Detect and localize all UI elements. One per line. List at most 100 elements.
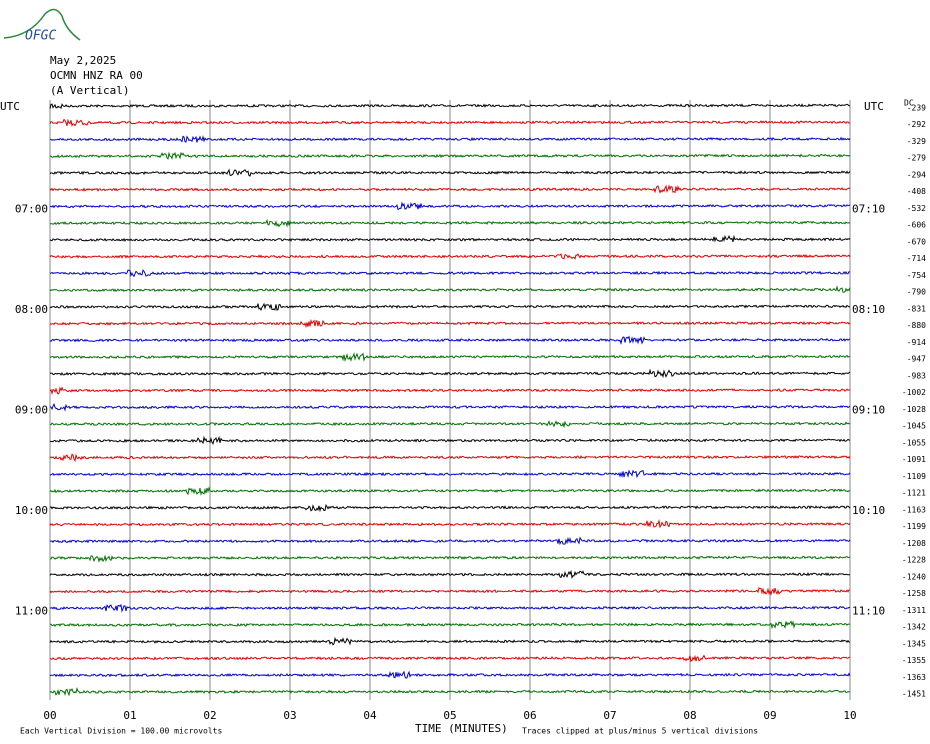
trace	[49, 503, 851, 513]
dc-label: -1240	[902, 572, 926, 581]
trace	[49, 453, 851, 463]
title: (A Vertical)	[50, 84, 129, 97]
dc-label: -532	[907, 204, 926, 213]
title: OCMN HNZ RA 00	[50, 69, 143, 82]
dc-label: -754	[907, 271, 926, 280]
trace	[49, 386, 851, 396]
trace	[49, 352, 851, 362]
trace	[49, 168, 851, 177]
dc-label: -606	[907, 221, 926, 230]
trace	[50, 218, 851, 228]
dc-label: -408	[907, 187, 926, 196]
x-tick-label: 07	[603, 709, 616, 722]
trace	[49, 302, 851, 312]
x-tick-label: 05	[443, 709, 456, 722]
dc-label: -1342	[902, 623, 926, 632]
x-tick-label: 08	[683, 709, 696, 722]
dc-label: DC	[904, 99, 914, 108]
x-tick-label: 04	[363, 709, 377, 722]
trace	[49, 103, 850, 110]
dc-label: -1045	[902, 422, 926, 431]
dc-label: -1109	[902, 472, 926, 481]
right-time-label: 11:10	[852, 604, 885, 617]
trace	[49, 603, 851, 613]
dc-label: -1163	[902, 505, 926, 514]
trace	[49, 269, 851, 278]
dc-label: -1208	[902, 539, 926, 548]
trace	[49, 253, 851, 260]
x-tick-label: 00	[43, 709, 56, 722]
trace	[49, 469, 851, 479]
trace	[49, 554, 851, 563]
trace	[49, 687, 851, 697]
left-time-label: 09:00	[15, 403, 48, 416]
trace	[49, 134, 851, 143]
dc-label: -1121	[902, 489, 926, 498]
trace	[49, 587, 851, 596]
x-tick-label: 01	[123, 709, 136, 722]
x-tick-label: 03	[283, 709, 296, 722]
x-tick-label: 10	[843, 709, 856, 722]
dc-label: -1002	[902, 388, 926, 397]
dc-label: -1345	[902, 639, 926, 648]
logo: OFGC	[25, 29, 56, 44]
dc-label: -914	[907, 338, 926, 347]
dc-label: -1028	[902, 405, 926, 414]
dc-label: -1091	[902, 455, 926, 464]
dc-label: -831	[907, 304, 926, 313]
logo-mark	[3, 8, 81, 41]
dc-label: -239	[907, 104, 926, 113]
trace	[49, 435, 851, 445]
dc-label: -1258	[902, 589, 926, 598]
right-axis-label: UTC	[864, 100, 884, 113]
trace	[49, 368, 851, 379]
dc-label: -947	[907, 355, 926, 364]
left-time-label: 07:00	[15, 202, 48, 215]
clip-note: Traces clipped at plus/minus 5 vertical …	[522, 727, 758, 736]
dc-label: -880	[907, 321, 926, 330]
left-time-label: 08:00	[15, 303, 48, 316]
x-label: TIME (MINUTES)	[415, 722, 508, 735]
dc-label: -790	[907, 288, 926, 297]
trace	[49, 403, 851, 412]
scale-note: Each Vertical Division = 100.00 microvol…	[20, 727, 222, 736]
trace	[49, 285, 851, 293]
dc-label: -1311	[902, 606, 926, 615]
dc-label: -670	[907, 237, 926, 246]
right-time-label: 10:10	[852, 504, 885, 517]
left-axis-label: UTC	[0, 100, 20, 113]
x-tick-label: 02	[203, 709, 216, 722]
trace	[49, 670, 851, 679]
trace	[49, 184, 851, 194]
trace	[49, 118, 851, 127]
trace	[49, 536, 851, 546]
right-time-label: 07:10	[852, 202, 885, 215]
trace	[50, 620, 851, 630]
trace	[49, 318, 851, 329]
dc-label: -279	[907, 154, 926, 163]
x-tick-label: 09	[763, 709, 776, 722]
dc-label: -983	[907, 371, 926, 380]
right-time-label: 09:10	[852, 403, 885, 416]
right-time-label: 08:10	[852, 303, 885, 316]
trace	[49, 569, 851, 579]
trace	[49, 151, 851, 160]
title: May 2,2025	[50, 54, 116, 67]
trace	[49, 201, 851, 211]
trace	[49, 234, 851, 243]
dc-label: -1199	[902, 522, 926, 531]
dc-label: -1055	[902, 438, 926, 447]
trace	[49, 486, 851, 496]
trace	[49, 335, 851, 345]
trace	[49, 636, 851, 646]
trace	[49, 519, 851, 529]
dc-label: -714	[907, 254, 926, 263]
dc-label: -1363	[902, 673, 926, 682]
dc-label: -1228	[902, 556, 926, 565]
dc-label: -294	[907, 170, 926, 179]
left-time-label: 11:00	[15, 604, 48, 617]
left-time-label: 10:00	[15, 504, 48, 517]
dc-label: -1451	[902, 690, 926, 699]
trace	[49, 654, 851, 663]
